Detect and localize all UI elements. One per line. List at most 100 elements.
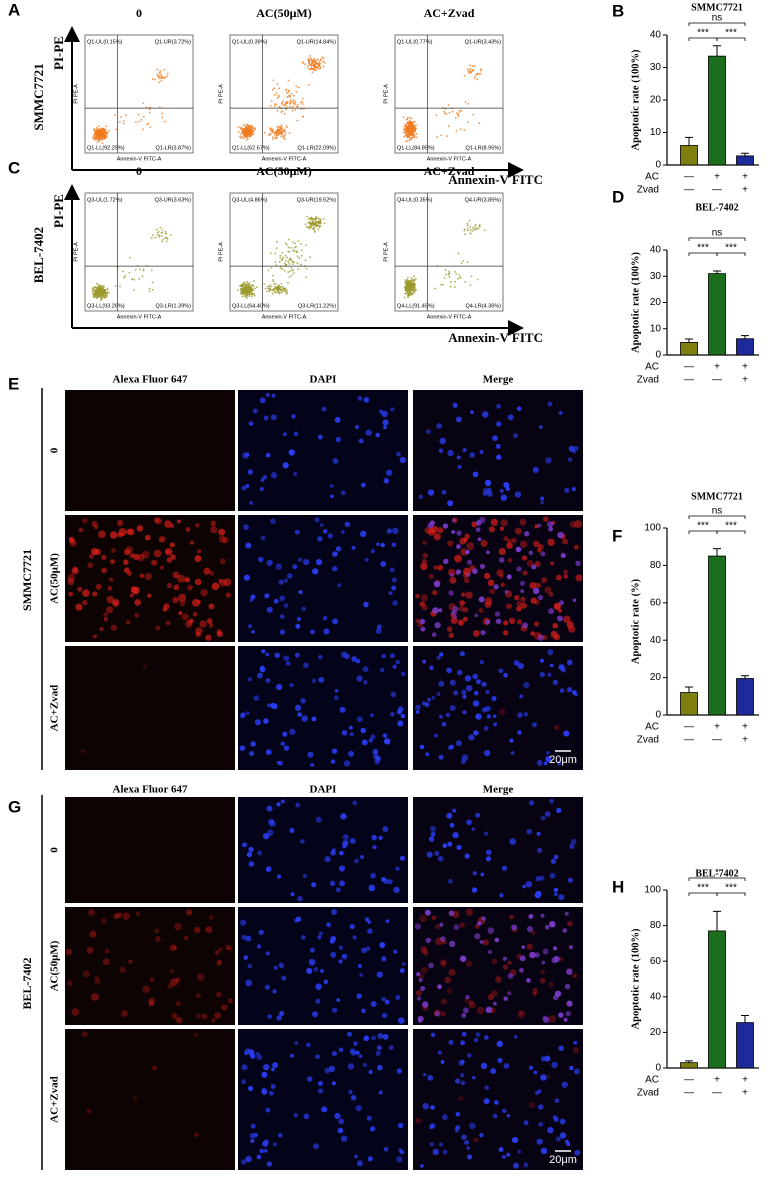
event-dot [313,229,316,232]
y-tick-label: 30 [650,271,662,282]
event-dot [409,130,412,133]
event-dot [318,226,321,229]
bar [736,155,754,166]
event-dot [414,278,417,280]
event-dot [463,129,466,131]
event-dot [455,272,458,275]
cell [484,479,492,487]
event-dot [454,280,456,283]
cell [541,960,546,965]
event-dot [284,254,287,257]
cell [306,967,313,974]
y-tick-label: 20 [650,672,662,683]
cell [519,955,526,962]
cell [521,555,528,561]
cell [507,960,512,965]
event-dot [94,138,97,141]
event-dot [161,116,164,119]
cell [165,548,173,556]
cell [264,984,270,990]
event-dot [243,281,245,284]
event-dot [269,105,272,107]
cell [489,588,496,595]
x-axis-title: Annexin-V FITC [448,172,543,187]
cell [279,595,285,602]
plot-title: AC(50μM) [256,164,311,178]
cell [563,574,569,579]
cell [265,866,272,872]
cell [522,570,528,576]
quadrant-label: Q3-UL(1.72%) [87,197,123,203]
event-dot [248,289,251,292]
sign: — [684,1088,694,1099]
event-dot [123,275,126,277]
cell [259,1148,264,1154]
cell [289,827,295,833]
cell [437,855,444,862]
event-dot [292,241,295,244]
cell [254,719,261,726]
event-dot [141,275,144,278]
event-dot [278,292,281,295]
event-dot [245,131,248,134]
cell [514,491,522,498]
cell [473,690,479,696]
cell [205,926,213,934]
event-dot [293,103,296,106]
cell [383,1146,389,1152]
event-dot [275,103,278,106]
cell [355,659,361,664]
event-dot [161,77,163,80]
cells [239,908,406,1024]
event-dot [93,130,96,132]
quadrant-label: Q3-LR(11.22%) [298,303,336,309]
cell [259,486,264,492]
cell [562,928,567,933]
event-dot [139,268,141,271]
event-dot [303,108,305,110]
event-dot [279,267,282,270]
event-dot [251,130,254,133]
event-dot [283,269,286,272]
cell [487,949,492,955]
cell [389,653,395,659]
event-dot [294,242,297,245]
cells [414,908,578,1024]
cell [303,1113,310,1120]
event-dot [275,92,278,94]
cell [574,692,579,697]
cell [532,987,538,994]
event-dot [408,139,411,142]
cell [265,652,270,657]
cell [268,1090,274,1096]
cell [134,612,140,618]
cell [526,943,533,950]
quadrant-label: Q1-UR(14.84%) [297,39,337,45]
x-axis-title: Annexin-V FITC [448,330,543,345]
cells [65,908,233,1024]
event-dot [317,63,320,66]
cell [330,951,337,958]
event-dot [450,281,452,283]
cell [129,593,134,598]
cell [335,887,341,893]
cell [544,586,552,594]
event-dot [151,281,154,284]
cell [558,956,564,962]
cell [508,617,516,625]
cell [507,973,514,979]
event-dot [301,103,304,105]
cell [133,553,140,561]
event-dot [240,133,242,136]
cell [534,952,540,958]
event-dot [101,289,103,291]
quadrant-label: Q1-LR(22.09%) [297,145,336,151]
cell [470,410,474,415]
event-dots [237,55,326,141]
event-dot [278,260,281,263]
quadrant-label: Q3-UR(3.63%) [155,197,192,203]
cell [506,542,513,549]
cell [330,494,334,499]
event-dot [270,99,273,102]
event-dot [157,230,160,233]
